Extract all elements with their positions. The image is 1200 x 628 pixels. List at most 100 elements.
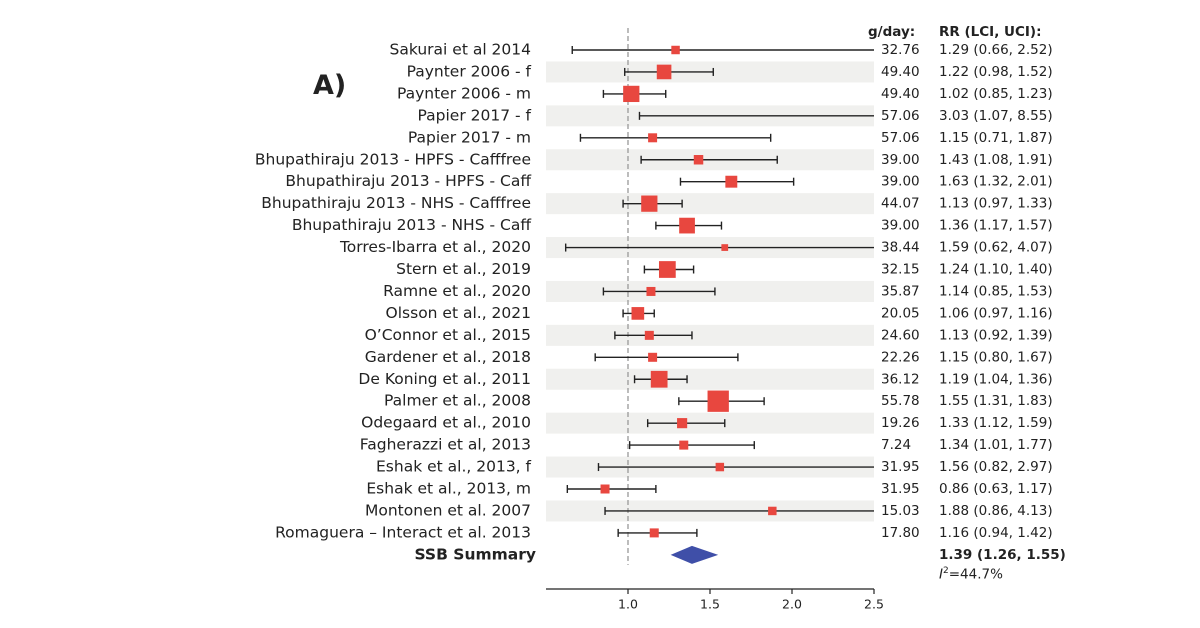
study-label: De Koning et al., 2011 [358, 370, 531, 388]
point-estimate [725, 175, 738, 188]
rr-value: 1.22 (0.98, 1.52) [939, 64, 1053, 80]
rr-value: 1.15 (0.71, 1.87) [939, 130, 1053, 146]
rr-value: 1.13 (0.97, 1.33) [939, 196, 1053, 212]
study-label: Paynter 2006 - m [397, 84, 531, 102]
study-label: O’Connor et al., 2015 [365, 326, 531, 344]
dose-value: 49.40 [881, 86, 920, 102]
point-estimate [677, 418, 688, 429]
rr-column-header: RR (LCI, UCI): [939, 24, 1042, 40]
rr-value: 1.36 (1.17, 1.57) [939, 218, 1053, 234]
rr-value: 1.29 (0.66, 2.52) [939, 42, 1053, 58]
rr-value: 3.03 (1.07, 8.55) [939, 108, 1053, 124]
study-label: Papier 2017 - m [408, 128, 531, 146]
dose-column-header: g/day: [868, 24, 916, 40]
i2-value: =44.7% [948, 566, 1003, 583]
study-label: Eshak et al., 2013, f [376, 458, 532, 476]
heterogeneity-stat: I2=44.7% [939, 566, 1003, 583]
rr-value: 1.43 (1.08, 1.91) [939, 152, 1053, 168]
study-label: Odegaard et al., 2010 [361, 414, 531, 432]
x-tick-label: 2.0 [782, 597, 802, 612]
dose-value: 49.40 [881, 64, 920, 80]
point-estimate [715, 462, 725, 472]
dose-value: 35.87 [881, 283, 920, 299]
point-estimate [658, 261, 676, 278]
summary-label: SSB Summary [414, 545, 536, 563]
study-label: Montonen et al. 2007 [365, 501, 531, 519]
dose-value: 22.26 [881, 349, 920, 365]
study-label: Papier 2017 - f [418, 106, 532, 124]
dose-value: 32.76 [881, 42, 920, 58]
study-label: Palmer et al., 2008 [384, 392, 531, 410]
rr-value: 1.06 (0.97, 1.16) [939, 305, 1053, 321]
i2-sup: 2 [942, 566, 949, 576]
point-estimate [648, 133, 658, 143]
row-band [546, 324, 874, 346]
dose-value: 39.00 [881, 174, 920, 190]
rr-value: 1.02 (0.85, 1.23) [939, 86, 1053, 102]
dose-value: 38.44 [881, 240, 920, 256]
point-estimate [707, 390, 729, 412]
dose-value: 39.00 [881, 152, 920, 168]
point-estimate [768, 506, 777, 516]
point-estimate [679, 217, 695, 234]
rr-value: 1.34 (1.01, 1.77) [939, 437, 1053, 453]
dose-value: 57.06 [881, 130, 920, 146]
rr-value: 1.55 (1.31, 1.83) [939, 393, 1053, 409]
dose-value: 15.03 [881, 503, 920, 519]
study-label: Sakurai et al 2014 [390, 41, 531, 59]
study-label: Bhupathiraju 2013 - HPFS - Caff [285, 172, 531, 190]
study-label: Olsson et al., 2021 [386, 304, 531, 322]
study-label: Gardener et al., 2018 [365, 348, 531, 366]
rr-value: 1.24 (1.10, 1.40) [939, 262, 1053, 278]
study-label: Bhupathiraju 2013 - NHS - Cafffree [261, 194, 531, 212]
rr-value: 1.56 (0.82, 2.97) [939, 459, 1053, 475]
study-label: Ramne et al., 2020 [383, 282, 531, 300]
rr-value: 0.86 (0.63, 1.17) [939, 481, 1053, 497]
rr-value: 1.59 (0.62, 4.07) [939, 240, 1053, 256]
study-label: Eshak et al., 2013, m [366, 480, 531, 498]
point-estimate [644, 330, 654, 340]
point-estimate [648, 352, 658, 362]
dose-value: 24.60 [881, 327, 920, 343]
rr-value: 1.13 (0.92, 1.39) [939, 327, 1053, 343]
point-estimate [693, 155, 704, 165]
point-estimate [600, 484, 610, 494]
x-tick-label: 1.0 [618, 597, 638, 612]
dose-value: 39.00 [881, 218, 920, 234]
rr-value: 1.19 (1.04, 1.36) [939, 371, 1053, 387]
dose-value: 32.15 [881, 262, 920, 278]
dose-value: 20.05 [881, 305, 920, 321]
dose-value: 55.78 [881, 393, 920, 409]
study-label: Stern et al., 2019 [396, 260, 531, 278]
point-estimate [649, 528, 659, 538]
dose-value: 57.06 [881, 108, 920, 124]
rr-value: 1.63 (1.32, 2.01) [939, 174, 1053, 190]
x-tick-label: 1.5 [700, 597, 720, 612]
dose-value: 44.07 [881, 196, 920, 212]
dose-value: 31.95 [881, 459, 920, 475]
point-estimate [650, 370, 668, 388]
study-label: Paynter 2006 - f [407, 62, 532, 80]
point-estimate [671, 45, 680, 55]
dose-value: 19.26 [881, 415, 920, 431]
row-band [546, 193, 874, 215]
dose-value: 36.12 [881, 371, 920, 387]
rr-value: 1.16 (0.94, 1.42) [939, 525, 1053, 541]
dose-value: 17.80 [881, 525, 920, 541]
panel-label: A) [313, 70, 347, 101]
point-estimate [656, 64, 672, 80]
study-label: Torres-Ibarra et al., 2020 [339, 238, 531, 256]
rr-value: 1.88 (0.86, 4.13) [939, 503, 1053, 519]
summary-diamond [670, 545, 719, 564]
study-label: Bhupathiraju 2013 - HPFS - Cafffree [255, 150, 531, 168]
x-tick-label: 2.5 [864, 597, 884, 612]
point-estimate [623, 85, 640, 103]
study-label: Bhupathiraju 2013 - NHS - Caff [292, 216, 532, 234]
summary-rr-value: 1.39 (1.26, 1.55) [939, 547, 1066, 563]
point-estimate [631, 307, 645, 320]
dose-value: 7.24 [881, 437, 911, 453]
point-estimate [641, 195, 658, 212]
i2-symbol: I [939, 566, 943, 583]
study-label: Romaguera – Interact et al. 2013 [275, 523, 531, 541]
